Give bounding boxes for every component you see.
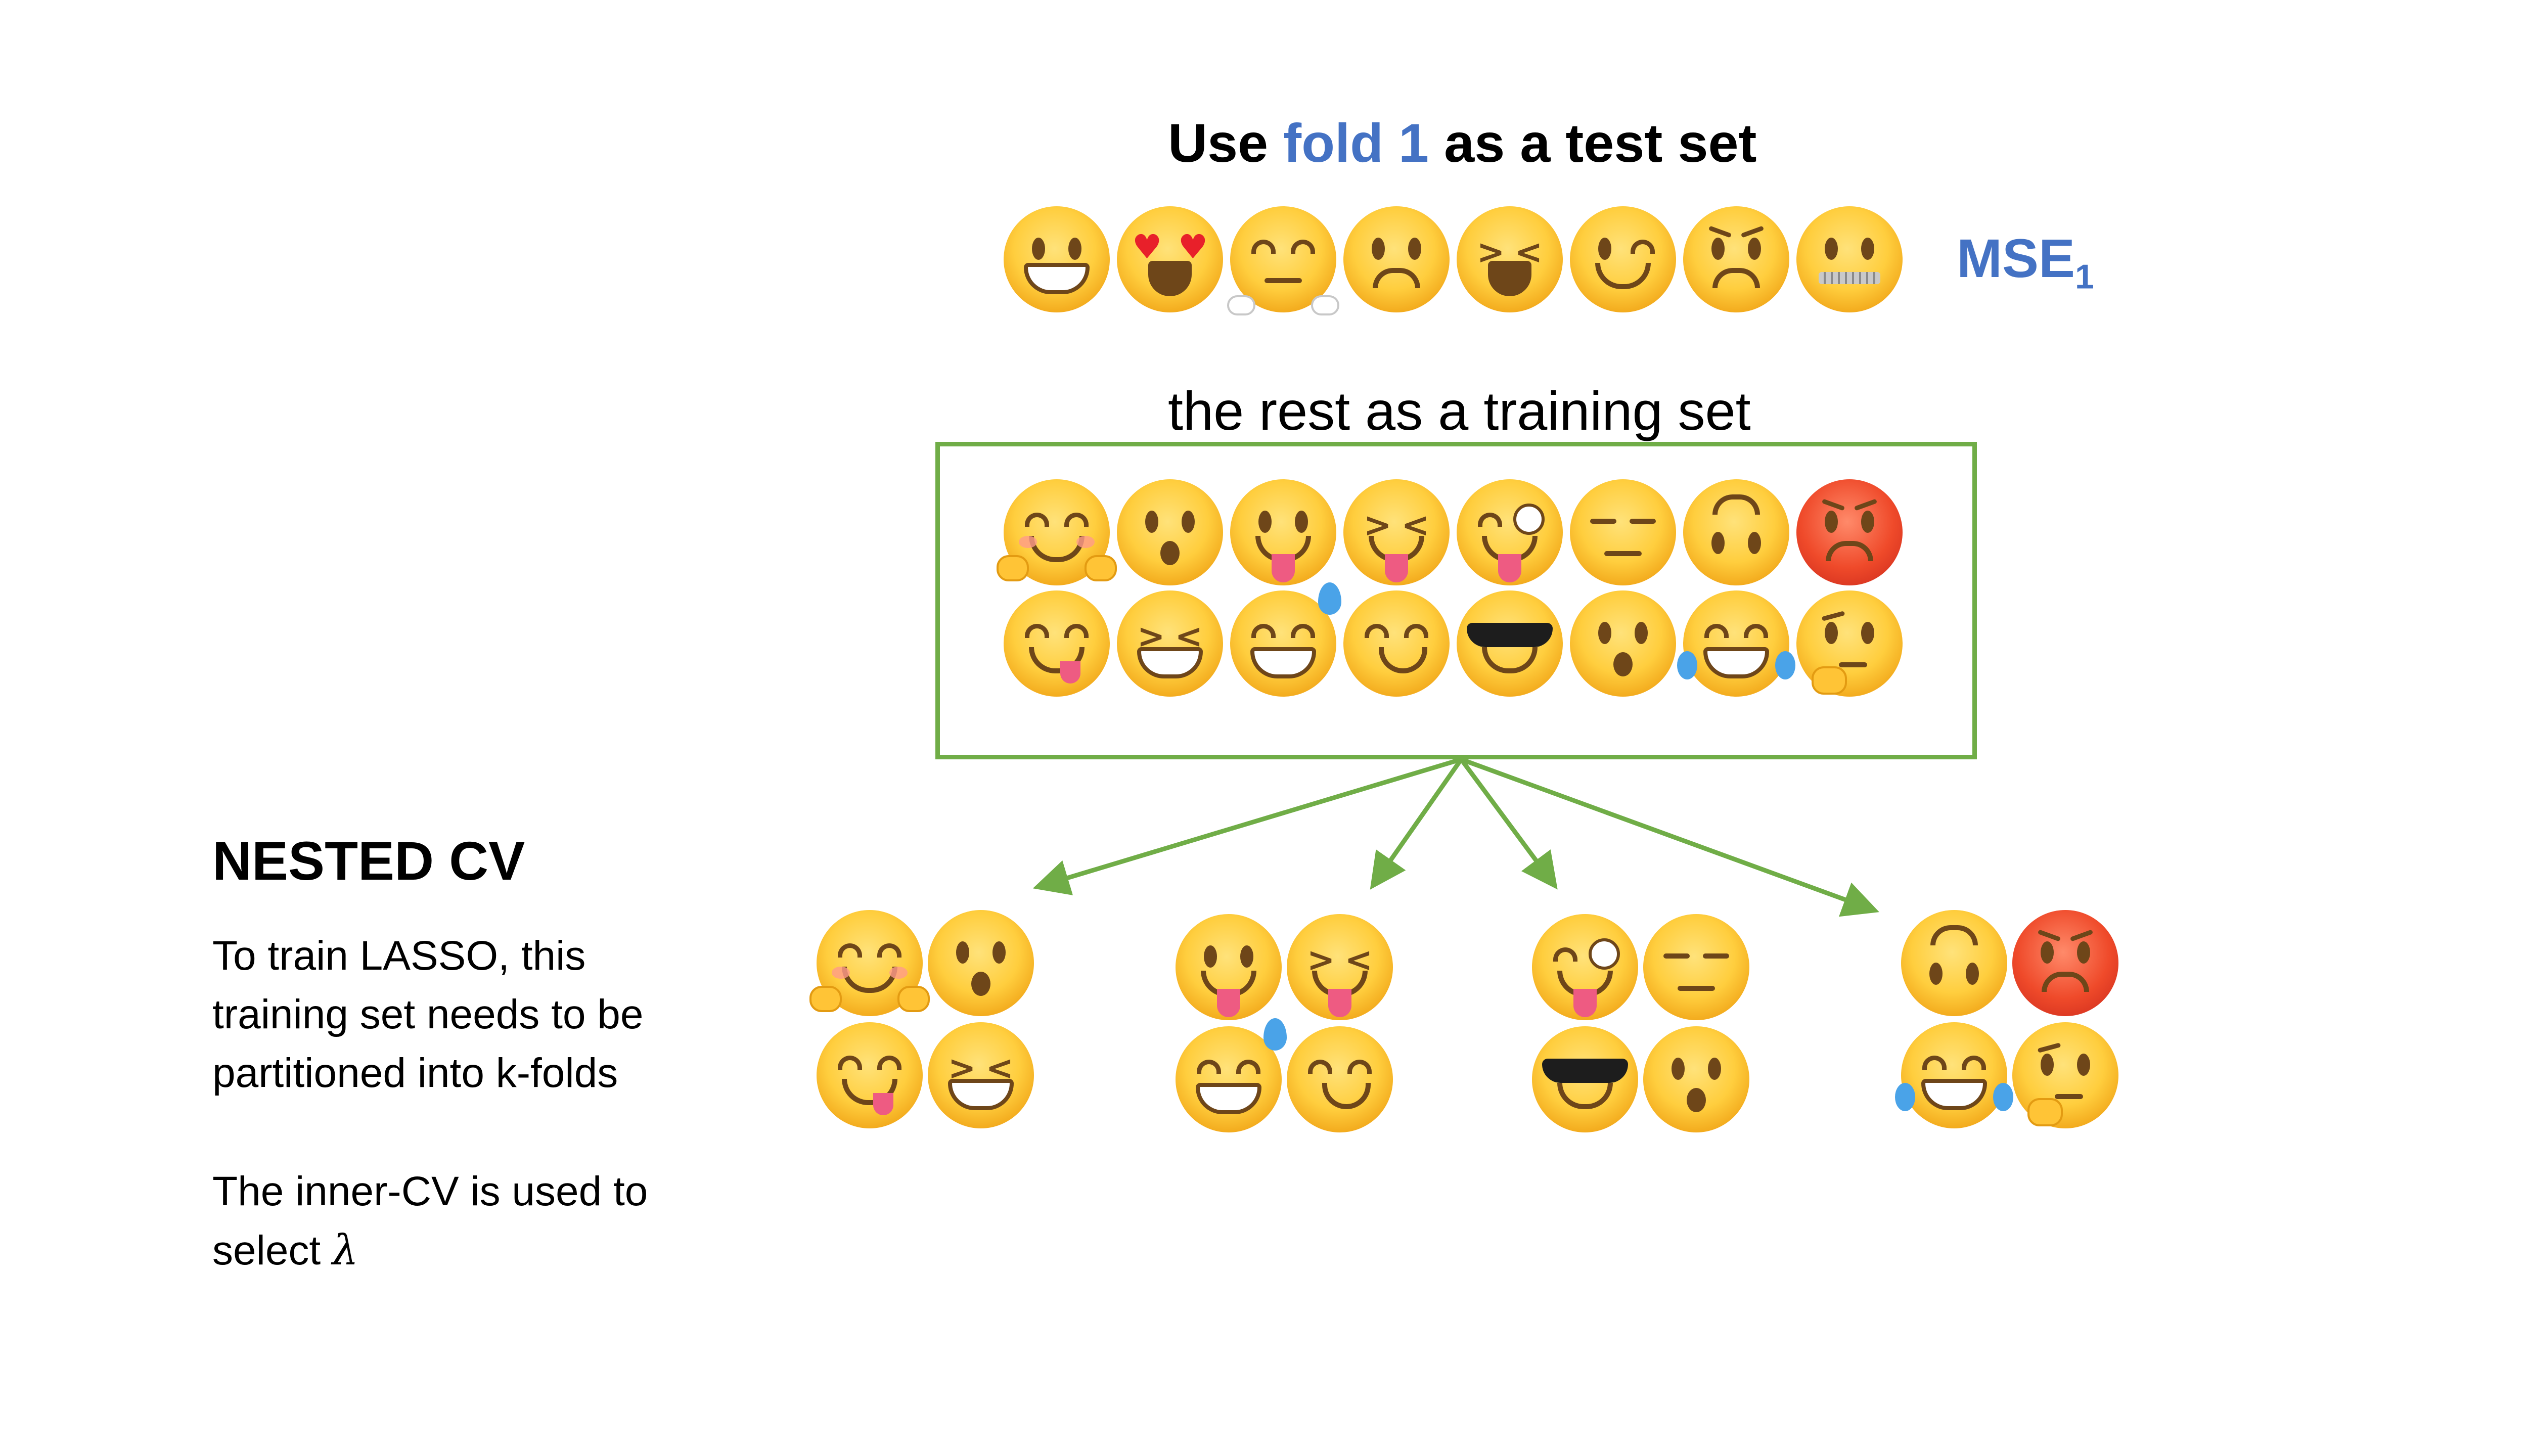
- mse-text: MSE: [1957, 228, 2075, 289]
- arrow-to-fold-2: [1370, 758, 1463, 890]
- smirking-emoji-icon: [1287, 1026, 1393, 1132]
- zipper-mouth-emoji-icon: [1796, 206, 1903, 312]
- heart-eyes-emoji-icon: ♥ ♥: [1117, 206, 1223, 312]
- arrow-to-fold-1: [1032, 757, 1462, 895]
- para2-line-1: The inner-CV is used to: [212, 1168, 648, 1214]
- angry-red-emoji-icon: [2012, 910, 2118, 1016]
- sunglasses-emoji-icon: [1457, 590, 1563, 697]
- hushed-emoji-icon: [928, 910, 1034, 1016]
- sunglasses-emoji-icon: [1532, 1026, 1638, 1132]
- thinking-emoji-icon: [1796, 590, 1903, 697]
- laughing-emoji-icon: > <: [1117, 590, 1223, 697]
- hugging-emoji-icon: [809, 910, 930, 1016]
- worried-emoji-icon: [1683, 206, 1789, 312]
- para1-line-2: training set needs to be: [212, 991, 644, 1037]
- squinting-tongue-emoji-icon: > <: [1343, 479, 1450, 585]
- sweat-smile-emoji-icon: [1230, 582, 1341, 697]
- tongue-out-emoji-icon: [1230, 479, 1336, 585]
- winking-emoji-icon: [1570, 206, 1676, 312]
- para1-line-1: To train LASSO, this: [212, 933, 586, 979]
- winking-tongue-emoji-icon: [1457, 479, 1563, 585]
- upside-down-emoji-icon: [1683, 479, 1789, 585]
- frowning-emoji-icon: [1343, 206, 1450, 312]
- lambda-symbol: λ: [332, 1226, 358, 1275]
- tears-of-joy-emoji-icon: [1677, 590, 1795, 697]
- winking-tongue-emoji-icon: [1532, 914, 1638, 1020]
- upside-down-emoji-icon: [1901, 910, 2007, 1016]
- arrow-to-fold-4: [1460, 757, 1879, 917]
- yum-emoji-icon: [817, 1022, 923, 1128]
- tears-of-joy-emoji-icon: [1895, 1022, 2013, 1128]
- sweat-smile-emoji-icon: [1176, 1018, 1287, 1132]
- tongue-out-emoji-icon: [1176, 914, 1282, 1020]
- para1-line-3: partitioned into k-folds: [212, 1050, 618, 1096]
- arrow-to-fold-3: [1459, 758, 1558, 890]
- open-mouth-emoji-icon: [1643, 1026, 1749, 1132]
- squinting-tongue-emoji-icon: > <: [1287, 914, 1393, 1020]
- title-prefix: Use: [1168, 112, 1284, 173]
- hushed-emoji-icon: [1117, 479, 1223, 585]
- mse-label: MSE1: [1957, 226, 2094, 297]
- para2-select: select: [212, 1227, 332, 1273]
- yum-emoji-icon: [1004, 590, 1110, 697]
- training-set-label: the rest as a training set: [1168, 380, 1751, 441]
- hugging-emoji-icon: [997, 479, 1117, 585]
- thinking-emoji-icon: [2012, 1022, 2118, 1128]
- title-fold-highlight: fold 1: [1283, 112, 1429, 173]
- laughing-emoji-icon: > <: [928, 1022, 1034, 1128]
- unamused-emoji-icon: [1570, 479, 1676, 585]
- mse-subscript: 1: [2075, 257, 2094, 296]
- steam-nose-emoji-icon: [1227, 206, 1339, 315]
- training-set-frame: [935, 442, 1977, 759]
- weary-emoji-icon: > <: [1457, 206, 1563, 312]
- unamused-emoji-icon: [1643, 914, 1749, 1020]
- slide-title: Use fold 1 as a test set: [1168, 111, 1757, 174]
- para2-line-2: select λ: [212, 1226, 358, 1275]
- angry-red-emoji-icon: [1796, 479, 1903, 585]
- nested-cv-heading: NESTED CV: [212, 830, 525, 891]
- smirking-emoji-icon: [1343, 590, 1450, 697]
- grimacing-emoji-icon: [1004, 206, 1110, 312]
- title-suffix: as a test set: [1429, 112, 1757, 173]
- open-mouth-emoji-icon: [1570, 590, 1676, 697]
